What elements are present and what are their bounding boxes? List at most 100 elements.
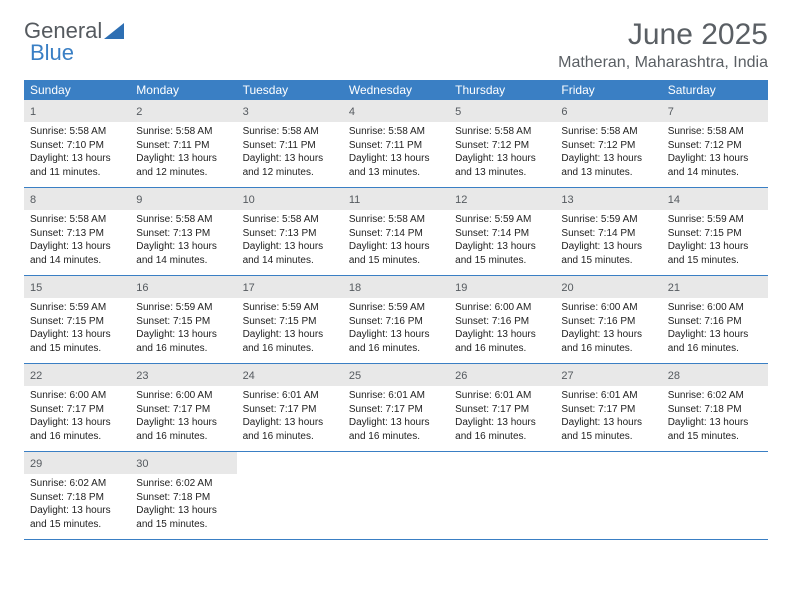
day-line-ss: Sunset: 7:16 PM: [455, 315, 549, 329]
day-cell: 11Sunrise: 5:58 AMSunset: 7:14 PMDayligh…: [343, 188, 449, 275]
day-number: 11: [349, 194, 360, 206]
day-detail: Sunrise: 5:58 AMSunset: 7:12 PMDaylight:…: [555, 122, 661, 187]
day-line-d1: Daylight: 13 hours: [561, 328, 655, 342]
day-line-d2: and 13 minutes.: [349, 166, 443, 180]
day-line-d2: and 12 minutes.: [243, 166, 337, 180]
day-number: 20: [561, 282, 573, 294]
page-title: June 2025: [24, 18, 768, 52]
calendar: Sunday Monday Tuesday Wednesday Thursday…: [24, 80, 768, 540]
day-detail: Sunrise: 5:58 AMSunset: 7:10 PMDaylight:…: [24, 122, 130, 187]
day-line-ss: Sunset: 7:15 PM: [668, 227, 762, 241]
day-line-ss: Sunset: 7:17 PM: [455, 403, 549, 417]
day-line-ss: Sunset: 7:17 PM: [243, 403, 337, 417]
day-number: 4: [349, 106, 355, 118]
day-number-bar: 5: [449, 100, 555, 122]
day-line-sr: Sunrise: 5:59 AM: [136, 301, 230, 315]
day-cell: 1Sunrise: 5:58 AMSunset: 7:10 PMDaylight…: [24, 100, 130, 187]
day-cell: 3 Sunrise: 5:58 AMSunset: 7:11 PMDaylight…: [237, 100, 343, 187]
day-line-ss: Sunset: 7:15 PM: [30, 315, 124, 329]
day-number-bar: 2: [130, 100, 236, 122]
day-number: 26: [455, 370, 467, 382]
day-line-d1: Daylight: 13 hours: [349, 240, 443, 254]
day-line-d2: and 14 minutes.: [136, 254, 230, 268]
day-detail: Sunrise: 5:59 AMSunset: 7:15 PMDaylight:…: [237, 298, 343, 363]
day-detail: Sunrise: 6:02 AMSunset: 7:18 PMDaylight:…: [130, 474, 236, 539]
day-line-d1: Daylight: 13 hours: [136, 504, 230, 518]
weekday-friday: Friday: [555, 80, 661, 100]
day-number-bar: 1: [24, 100, 130, 122]
day-number-bar: 28: [662, 364, 768, 386]
day-detail: Sunrise: 5:59 AMSunset: 7:14 PMDaylight:…: [555, 210, 661, 275]
day-detail: Sunrise: 6:01 AMSunset: 7:17 PMDaylight:…: [343, 386, 449, 451]
day-line-ss: Sunset: 7:12 PM: [668, 139, 762, 153]
day-line-d1: Daylight: 13 hours: [668, 328, 762, 342]
day-cell: 17Sunrise: 5:59 AMSunset: 7:15 PMDayligh…: [237, 276, 343, 363]
day-number: 2: [136, 106, 142, 118]
day-line-ss: Sunset: 7:11 PM: [136, 139, 230, 153]
day-line-ss: Sunset: 7:14 PM: [349, 227, 443, 241]
day-number-bar: 18: [343, 276, 449, 298]
day-detail: Sunrise: 6:01 AMSunset: 7:17 PMDaylight:…: [555, 386, 661, 451]
day-cell: [237, 452, 343, 539]
day-line-d1: Daylight: 13 hours: [561, 416, 655, 430]
day-line-d1: Daylight: 13 hours: [30, 152, 124, 166]
day-line-sr: Sunrise: 6:00 AM: [561, 301, 655, 315]
day-line-ss: Sunset: 7:14 PM: [455, 227, 549, 241]
day-line-d2: and 16 minutes.: [455, 342, 549, 356]
day-line-ss: Sunset: 7:11 PM: [243, 139, 337, 153]
weekday-sunday: Sunday: [24, 80, 130, 100]
day-number-bar: 25: [343, 364, 449, 386]
day-line-sr: Sunrise: 5:59 AM: [668, 213, 762, 227]
day-number: 3: [243, 106, 249, 118]
week-row: 22Sunrise: 6:00 AMSunset: 7:17 PMDayligh…: [24, 364, 768, 452]
day-number-bar: 30: [130, 452, 236, 474]
day-line-ss: Sunset: 7:12 PM: [561, 139, 655, 153]
day-number: 12: [455, 194, 467, 206]
day-line-d2: and 13 minutes.: [561, 166, 655, 180]
day-cell: 26Sunrise: 6:01 AMSunset: 7:17 PMDayligh…: [449, 364, 555, 451]
day-line-sr: Sunrise: 6:02 AM: [136, 477, 230, 491]
day-detail: Sunrise: 6:00 AMSunset: 7:17 PMDaylight:…: [24, 386, 130, 451]
day-line-ss: Sunset: 7:17 PM: [30, 403, 124, 417]
day-detail: Sunrise: 5:59 AMSunset: 7:14 PMDaylight:…: [449, 210, 555, 275]
day-line-d2: and 14 minutes.: [243, 254, 337, 268]
day-number: 16: [136, 282, 148, 294]
day-detail: Sunrise: 5:59 AMSunset: 7:15 PMDaylight:…: [662, 210, 768, 275]
day-number-bar: 9: [130, 188, 236, 210]
day-line-ss: Sunset: 7:15 PM: [243, 315, 337, 329]
day-number: 7: [668, 106, 674, 118]
day-cell: 7Sunrise: 5:58 AMSunset: 7:12 PMDaylight…: [662, 100, 768, 187]
day-detail: Sunrise: 6:02 AMSunset: 7:18 PMDaylight:…: [24, 474, 130, 539]
day-line-ss: Sunset: 7:13 PM: [136, 227, 230, 241]
day-number: 21: [668, 282, 680, 294]
day-line-d1: Daylight: 13 hours: [136, 328, 230, 342]
day-line-d1: Daylight: 13 hours: [668, 152, 762, 166]
day-detail: Sunrise: 5:58 AMSunset: 7:11 PMDaylight:…: [237, 122, 343, 187]
day-number-bar: 6: [555, 100, 661, 122]
day-cell: 12 Sunrise: 5:59 AMSunset: 7:14 PMDayligh…: [449, 188, 555, 275]
day-line-d1: Daylight: 13 hours: [136, 240, 230, 254]
week-row: 1Sunrise: 5:58 AMSunset: 7:10 PMDaylight…: [24, 100, 768, 188]
day-line-d2: and 16 minutes.: [30, 430, 124, 444]
day-cell: 10Sunrise: 5:58 AMSunset: 7:13 PMDayligh…: [237, 188, 343, 275]
day-line-d1: Daylight: 13 hours: [349, 328, 443, 342]
day-line-sr: Sunrise: 5:58 AM: [136, 213, 230, 227]
day-line-d1: Daylight: 13 hours: [243, 240, 337, 254]
day-detail: Sunrise: 5:58 AMSunset: 7:13 PMDaylight:…: [24, 210, 130, 275]
day-number: 28: [668, 370, 680, 382]
day-number: 6: [561, 106, 567, 118]
day-line-sr: Sunrise: 5:58 AM: [455, 125, 549, 139]
day-detail: Sunrise: 5:58 AMSunset: 7:12 PMDaylight:…: [449, 122, 555, 187]
day-line-d1: Daylight: 13 hours: [455, 328, 549, 342]
day-detail: Sunrise: 6:00 AMSunset: 7:16 PMDaylight:…: [449, 298, 555, 363]
day-line-d1: Daylight: 13 hours: [455, 416, 549, 430]
day-cell: 30Sunrise: 6:02 AMSunset: 7:18 PMDayligh…: [130, 452, 236, 539]
day-detail: Sunrise: 6:02 AMSunset: 7:18 PMDaylight:…: [662, 386, 768, 451]
day-line-sr: Sunrise: 6:01 AM: [561, 389, 655, 403]
day-cell: 23Sunrise: 6:00 AMSunset: 7:17 PMDayligh…: [130, 364, 236, 451]
day-number: 18: [349, 282, 361, 294]
day-number: 29: [30, 458, 42, 470]
day-line-d2: and 15 minutes.: [136, 518, 230, 532]
weekday-wednesday: Wednesday: [343, 80, 449, 100]
day-line-d1: Daylight: 13 hours: [30, 328, 124, 342]
